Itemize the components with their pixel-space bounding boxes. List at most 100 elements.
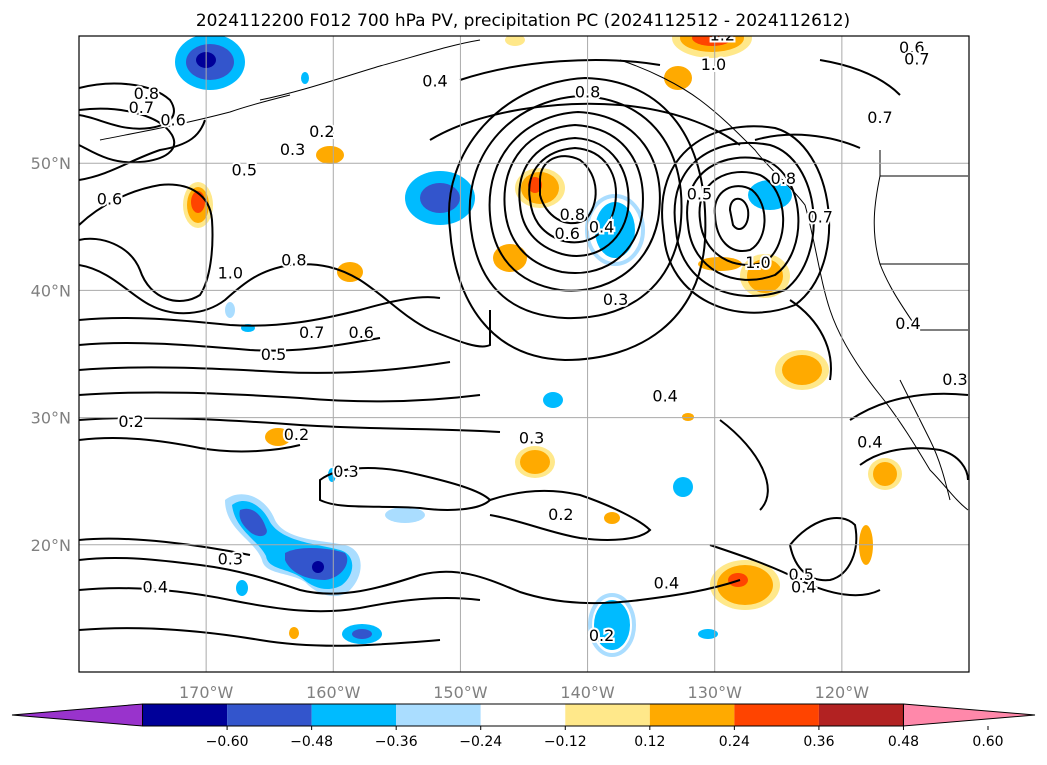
colorbar-tick-label: 0.24 (719, 734, 750, 750)
positive-anomaly-blob (682, 413, 694, 421)
lon-tick-label: 150°W (433, 683, 488, 702)
negative-anomaly-blob (328, 468, 336, 482)
contour-label: 0.6 (555, 224, 580, 243)
contour-label: 0.5 (232, 160, 257, 179)
positive-anomaly-blob (664, 66, 692, 90)
contour-label: 0.3 (333, 462, 358, 481)
negative-anomaly-blob (301, 72, 309, 84)
contour-label: 0.6 (899, 38, 924, 57)
colorbar-tick-label: 0.12 (634, 734, 665, 750)
positive-anomaly-blob (672, 36, 752, 58)
colorbar-tick-label: 0.60 (972, 734, 1003, 750)
colorbar-segment (565, 704, 650, 726)
contour-label: 0.7 (808, 207, 833, 226)
contour-label: 0.4 (589, 218, 614, 237)
positive-anomaly-blob (289, 627, 299, 639)
contour-label: 0.2 (548, 505, 573, 524)
contour-label: 1.0 (701, 55, 726, 74)
lon-tick-label: 170°W (179, 683, 234, 702)
contour-label: 1.0 (745, 253, 770, 272)
lon-tick-label: 120°W (815, 683, 870, 702)
colorbar-extend-high (902, 703, 1036, 727)
positive-anomaly-blob (265, 428, 291, 446)
positive-anomaly-blob (710, 560, 780, 610)
colorbar-segment (734, 704, 819, 726)
contour-label: 0.2 (309, 122, 334, 141)
map-frame (78, 35, 970, 673)
positive-anomaly-blob (604, 512, 620, 524)
colorbar-segment (142, 704, 228, 726)
lat-tick-label: 20°N (31, 536, 71, 555)
positive-anomaly-blob (868, 458, 902, 490)
map-background (79, 36, 969, 672)
colorbar-segment (818, 704, 904, 726)
colorbar-tick-label: −0.48 (290, 734, 333, 750)
contour-labels: 0.80.70.60.20.30.50.60.81.00.7 0.60.50.20… (95, 26, 969, 647)
contour-label: 0.7 (867, 108, 892, 127)
contour-label: 0.7 (904, 50, 929, 69)
lon-tick-label: 160°W (306, 683, 361, 702)
positive-anomaly-blob (493, 244, 527, 272)
colorbar-tick-label: 0.48 (888, 734, 919, 750)
lat-tick-label: 50°N (31, 154, 71, 173)
contour-label: 0.7 (299, 323, 324, 342)
pv-contours (79, 59, 969, 647)
colorbar-segment (396, 704, 481, 726)
colorbar-tick-label: 0.36 (803, 734, 834, 750)
contour-label: 0.6 (97, 190, 122, 209)
colorbar-extend-low (11, 703, 144, 727)
latitude-tick-labels: 50°N 40°N 30°N 20°N (31, 154, 71, 555)
contour-label: 0.2 (284, 425, 309, 444)
colorbar-tick-label: −0.24 (459, 734, 502, 750)
contour-label: 0.8 (134, 84, 159, 103)
lat-lon-grid (79, 36, 969, 672)
contour-label: 0.3 (942, 370, 967, 389)
positive-anomaly-blob (775, 350, 829, 390)
colorbar (11, 703, 1036, 727)
contour-label: 0.6 (160, 111, 185, 130)
positive-anomaly-blob (183, 182, 213, 228)
contour-label: 0.5 (261, 345, 286, 364)
contour-label: 0.4 (895, 314, 920, 333)
contour-label: 0.4 (143, 578, 168, 597)
contour-label: 1.2 (710, 26, 735, 45)
contour-label: 0.3 (280, 140, 305, 159)
contour-label: 0.4 (422, 71, 447, 90)
negative-anomaly-blob (385, 507, 425, 523)
contour-label: 0.4 (654, 574, 679, 593)
contour-label: 0.4 (857, 433, 882, 452)
contour-label: 0.8 (575, 83, 600, 102)
lat-tick-label: 40°N (31, 281, 71, 300)
negative-anomaly-blob (698, 629, 718, 639)
contour-label: 1.0 (218, 263, 243, 282)
contour-label: 0.5 (687, 185, 712, 204)
map-panel: 0.80.70.60.20.30.50.60.81.00.7 0.60.50.20… (31, 26, 970, 702)
contour-label: 0.3 (519, 429, 544, 448)
contour-label: 0.2 (589, 626, 614, 645)
contour-label: 0.8 (560, 205, 585, 224)
negative-anomaly-blob (175, 36, 245, 90)
lon-tick-label: 130°W (688, 683, 743, 702)
contour-label: 0.8 (771, 169, 796, 188)
positive-anomaly-blob (515, 446, 555, 478)
colorbar-segment (649, 704, 735, 726)
contour-label: 0.6 (349, 323, 374, 342)
negative-anomaly-blob (342, 624, 382, 644)
negative-anomaly-blob (225, 302, 235, 318)
colorbar-tick-label: −0.60 (206, 734, 249, 750)
chart-title: 2024112200 F012 700 hPa PV, precipitatio… (196, 11, 850, 31)
negative-anomaly-blob (673, 477, 693, 497)
colorbar-segment (480, 704, 566, 726)
contour-label: 0.4 (652, 387, 677, 406)
colorbar-frame (142, 703, 904, 727)
lat-tick-label: 30°N (31, 409, 71, 428)
positive-anomaly-blob (316, 146, 344, 164)
colorbar-segment (227, 704, 312, 726)
contour-label: 0.3 (603, 290, 628, 309)
lon-tick-label: 140°W (560, 683, 615, 702)
contour-label: 0.5 (788, 565, 813, 584)
contour-label: 0.8 (281, 251, 306, 270)
negative-anomaly-blob (543, 392, 563, 408)
longitude-tick-labels: 170°W 160°W 150°W 140°W 130°W 120°W (179, 683, 869, 702)
